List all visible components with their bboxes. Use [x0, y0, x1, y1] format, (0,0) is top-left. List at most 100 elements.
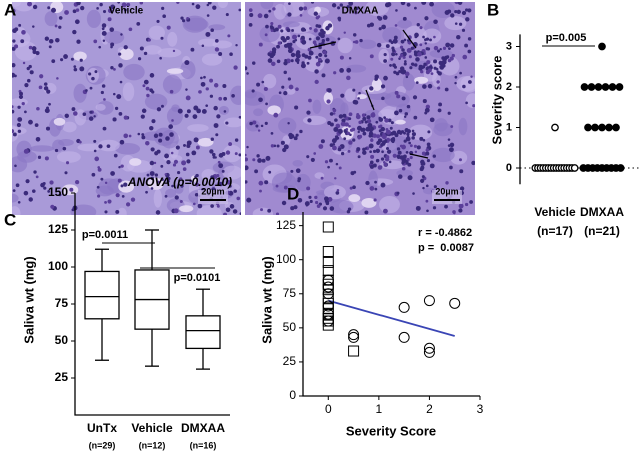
lumen: [73, 51, 87, 61]
lumen: [166, 68, 184, 74]
nucleus: [413, 144, 417, 148]
nucleus: [381, 96, 385, 101]
nucleus: [12, 129, 15, 134]
nucleus: [361, 113, 366, 118]
nucleus: [344, 122, 349, 127]
nucleus: [22, 61, 26, 65]
nucleus: [340, 151, 345, 156]
tissue: [397, 19, 412, 29]
nucleus: [265, 155, 271, 161]
nucleus: [210, 204, 214, 208]
nucleus: [186, 159, 191, 164]
nucleus: [403, 115, 407, 118]
nucleus: [45, 126, 51, 131]
nucleus: [346, 209, 351, 214]
nucleus: [397, 174, 403, 179]
nucleus: [334, 177, 337, 180]
nucleus: [385, 44, 390, 49]
lumen: [179, 205, 194, 213]
nucleus: [324, 196, 329, 202]
nucleus: [277, 41, 282, 45]
nucleus: [267, 208, 272, 213]
nucleus: [74, 19, 80, 25]
nucleus: [225, 13, 229, 17]
nucleus: [159, 56, 162, 60]
x-tick-label: 0: [325, 402, 332, 416]
nucleus: [425, 151, 430, 156]
nucleus: [37, 155, 42, 159]
nucleus: [419, 136, 424, 141]
x-tick-label: Vehicle: [534, 205, 576, 219]
nucleus: [467, 8, 472, 13]
nucleus: [93, 139, 97, 143]
nucleus: [225, 207, 231, 213]
nucleus: [251, 89, 255, 93]
x-tick-note: (n=12): [139, 440, 166, 450]
nucleus: [348, 2, 354, 6]
nucleus: [414, 35, 418, 39]
tissue: [431, 147, 455, 163]
nucleus: [424, 107, 430, 113]
nucleus: [420, 66, 424, 70]
nucleus: [327, 197, 333, 202]
nucleus: [160, 164, 164, 168]
nucleus: [213, 105, 218, 111]
nucleus: [313, 11, 318, 16]
nucleus: [308, 98, 312, 103]
nucleus: [414, 63, 418, 67]
nucleus: [12, 132, 17, 137]
nucleus: [324, 58, 330, 64]
nucleus: [448, 47, 451, 50]
nucleus: [451, 53, 456, 58]
nucleus: [205, 33, 210, 37]
lumen: [147, 177, 164, 190]
nucleus: [384, 118, 389, 123]
tissue: [73, 83, 87, 103]
histology-image: [12, 2, 241, 215]
nucleus: [433, 35, 436, 39]
nucleus: [337, 128, 343, 134]
nucleus: [97, 194, 101, 198]
nucleus: [308, 37, 312, 41]
nucleus: [408, 141, 411, 145]
lumen: [53, 117, 66, 126]
nucleus: [155, 210, 161, 215]
nucleus: [283, 185, 288, 190]
nucleus: [166, 159, 171, 165]
lumen: [395, 119, 406, 125]
nucleus: [145, 190, 148, 194]
annotation: p=0.0101: [174, 272, 221, 284]
nucleus: [265, 24, 269, 29]
nucleus: [373, 198, 377, 202]
nucleus: [378, 129, 382, 133]
nucleus: [32, 50, 37, 55]
nucleus: [406, 129, 412, 134]
nucleus: [295, 57, 300, 63]
nucleus: [369, 160, 374, 165]
nucleus: [360, 129, 363, 132]
nucleus: [304, 54, 309, 59]
nucleus: [289, 135, 293, 140]
nucleus: [93, 115, 96, 118]
nucleus: [376, 42, 382, 48]
nucleus: [401, 166, 406, 171]
nucleus: [372, 149, 377, 153]
nucleus: [259, 189, 262, 193]
tissue: [222, 144, 241, 163]
nucleus: [457, 2, 463, 5]
nucleus: [110, 45, 113, 49]
nucleus: [164, 153, 169, 159]
nucleus: [424, 42, 428, 45]
nucleus: [186, 16, 189, 20]
y-tick-label: 0: [289, 388, 296, 402]
nucleus: [275, 184, 279, 188]
nucleus: [258, 42, 263, 47]
nucleus: [121, 2, 127, 8]
nucleus: [269, 53, 275, 59]
nucleus: [128, 27, 133, 32]
nucleus: [258, 97, 263, 103]
nucleus: [268, 170, 272, 174]
nucleus: [389, 126, 393, 130]
nucleus: [426, 158, 431, 163]
nucleus: [72, 9, 77, 14]
